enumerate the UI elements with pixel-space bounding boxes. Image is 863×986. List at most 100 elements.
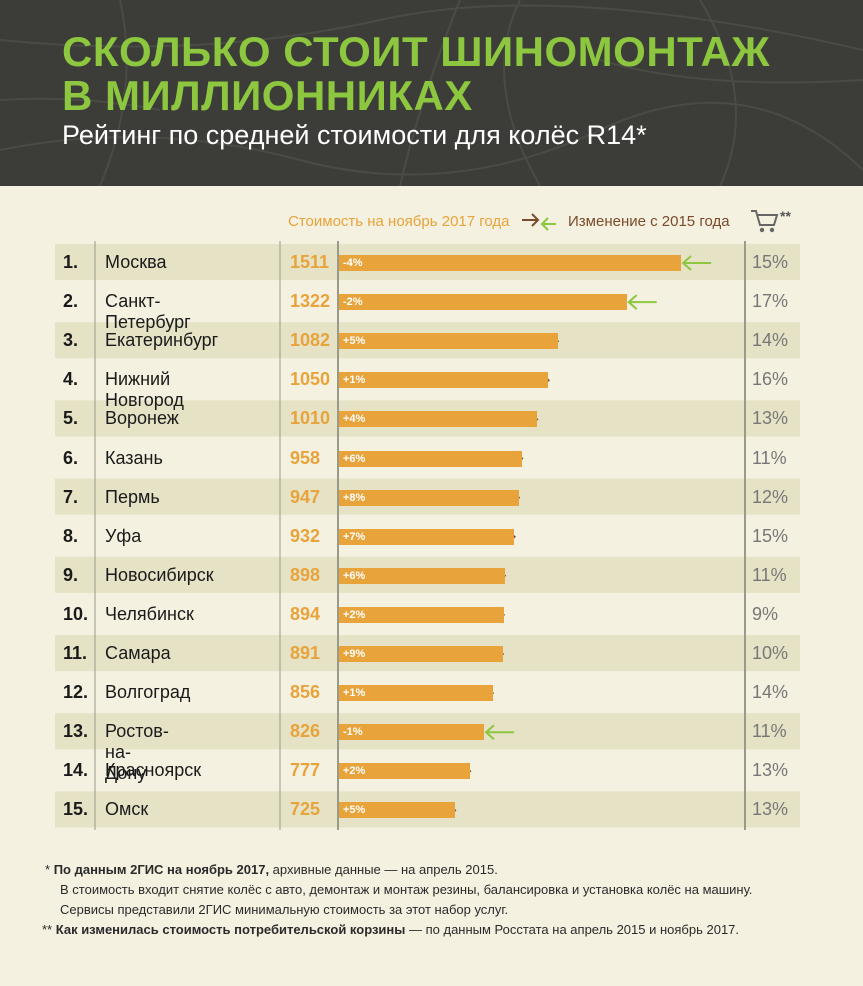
row-rank: 5. <box>63 408 79 429</box>
bar <box>339 646 503 662</box>
title-line-1: СКОЛЬКО СТОИТ ШИНОМОНТАЖ <box>62 28 770 75</box>
footnote-2-rest: — по данным Росстата на апрель 2015 и но… <box>405 922 740 937</box>
footnote-1-mark: * <box>45 862 51 877</box>
row-city: Уфа <box>105 525 142 546</box>
row-city: Омск <box>105 799 149 820</box>
chart-subtitle: Рейтинг по средней стоимости для колёс R… <box>62 120 647 150</box>
map-background <box>0 0 863 186</box>
legend-change: Изменение с 2015 года <box>568 213 730 230</box>
bar-change-label: +2% <box>343 608 366 621</box>
row-pct: 14% <box>752 682 789 703</box>
footnote-2-mark: ** <box>42 922 53 937</box>
bar-change-label: -2% <box>343 296 363 309</box>
row-value: 894 <box>290 603 321 624</box>
row-value: 1050 <box>290 369 331 390</box>
bar <box>339 528 515 545</box>
bar-change-label: +1% <box>343 687 366 700</box>
bar <box>339 606 504 623</box>
row-city: Красноярск <box>105 760 202 781</box>
row-rank: 1. <box>63 252 79 272</box>
row-pct: 15% <box>752 525 789 546</box>
row-value: 725 <box>290 799 321 820</box>
cart-stars: ** <box>780 208 791 224</box>
bar <box>339 372 549 389</box>
bar <box>339 567 505 584</box>
bar <box>339 489 519 506</box>
row-city: Воронеж <box>105 408 179 429</box>
chart-title: СКОЛЬКО СТОИТ ШИНОМОНТАЖ В МИЛЛИОННИКАХ <box>62 30 770 118</box>
bar-change-label: +5% <box>343 335 366 348</box>
bar-change-label: +4% <box>343 413 366 426</box>
bar-change-label: +5% <box>343 804 366 817</box>
bar-change-label: +9% <box>343 648 366 660</box>
bar <box>339 685 493 702</box>
row-value: 1322 <box>290 291 331 312</box>
row-rank: 4. <box>63 369 79 390</box>
bar-change-label: -4% <box>343 257 363 269</box>
bar <box>339 294 627 311</box>
row-pct: 9% <box>752 603 779 624</box>
bar <box>339 763 470 780</box>
row-pct: 17% <box>752 291 789 312</box>
row-pct: 13% <box>752 799 789 820</box>
row-city: Самара <box>105 643 171 663</box>
row-city: Екатеринбург <box>105 330 219 351</box>
row-pct: 13% <box>752 408 789 429</box>
row-rank: 13. <box>63 721 89 742</box>
arrow-down-icon <box>627 294 657 310</box>
bar-change-label: -1% <box>343 726 363 739</box>
row-pct: 11% <box>752 564 787 585</box>
footnote-1-rest: архивные данные — на апрель 2015. <box>269 862 498 877</box>
footnote-1-bold: По данным 2ГИС на ноябрь 2017, <box>53 862 270 877</box>
row-value: 1010 <box>290 408 331 429</box>
row-city: Нижний Новгород <box>105 369 184 411</box>
row-value: 932 <box>290 525 321 546</box>
bar <box>339 724 484 741</box>
row-pct: 11% <box>752 447 787 468</box>
row-city: Челябинск <box>105 603 194 624</box>
row-rank: 15. <box>63 799 89 820</box>
bar-change-label: +6% <box>343 569 366 582</box>
footnote-1: * По данным 2ГИС на ноябрь 2017, архивны… <box>45 862 498 877</box>
header-banner: СКОЛЬКО СТОИТ ШИНОМОНТАЖ В МИЛЛИОННИКАХ … <box>0 0 863 186</box>
row-value: 891 <box>290 643 321 663</box>
row-rank: 2. <box>63 291 79 312</box>
title-line-2: В МИЛЛИОННИКАХ <box>62 72 473 119</box>
row-value: 777 <box>290 760 321 781</box>
row-pct: 16% <box>752 369 789 390</box>
row-value: 898 <box>290 564 321 585</box>
arrow-down-icon <box>484 724 515 740</box>
row-pct: 14% <box>752 330 789 351</box>
bar-change-label: +7% <box>343 530 366 543</box>
row-city: Пермь <box>105 486 160 507</box>
row-pct: 12% <box>752 486 789 507</box>
row-rank: 3. <box>63 330 79 351</box>
footnote-1-line-2: В стоимость входит снятие колёс с авто, … <box>60 882 753 897</box>
row-value: 947 <box>290 486 321 507</box>
bar <box>339 411 537 428</box>
row-city: Москва <box>105 252 167 272</box>
row-pct: 15% <box>752 252 789 272</box>
row-rank: 8. <box>63 525 79 546</box>
row-value: 1082 <box>290 330 331 351</box>
row-rank: 11. <box>63 643 88 663</box>
row-rank: 9. <box>63 564 79 585</box>
footnote-1-line-3: Сервисы представили 2ГИС минимальную сто… <box>60 902 509 917</box>
row-city: Ростов-на-Дону <box>105 721 169 784</box>
legend-arrows-icon <box>522 213 556 231</box>
bar-change-label: +2% <box>343 765 366 778</box>
row-rank: 12. <box>63 682 89 703</box>
row-city: Казань <box>105 447 163 468</box>
row-rank: 10. <box>63 603 89 624</box>
row-pct: 11% <box>752 721 787 742</box>
row-pct: 13% <box>752 760 789 781</box>
row-rank: 14. <box>63 760 89 781</box>
bar <box>339 255 682 271</box>
legend-cost: Стоимость на ноябрь 2017 года <box>288 213 510 230</box>
row-value: 1511 <box>290 252 330 272</box>
bar <box>339 333 558 350</box>
row-city: Новосибирск <box>105 564 214 585</box>
row-rank: 6. <box>63 447 79 468</box>
bar-change-label: +6% <box>343 452 366 465</box>
cart-icon <box>751 210 779 233</box>
